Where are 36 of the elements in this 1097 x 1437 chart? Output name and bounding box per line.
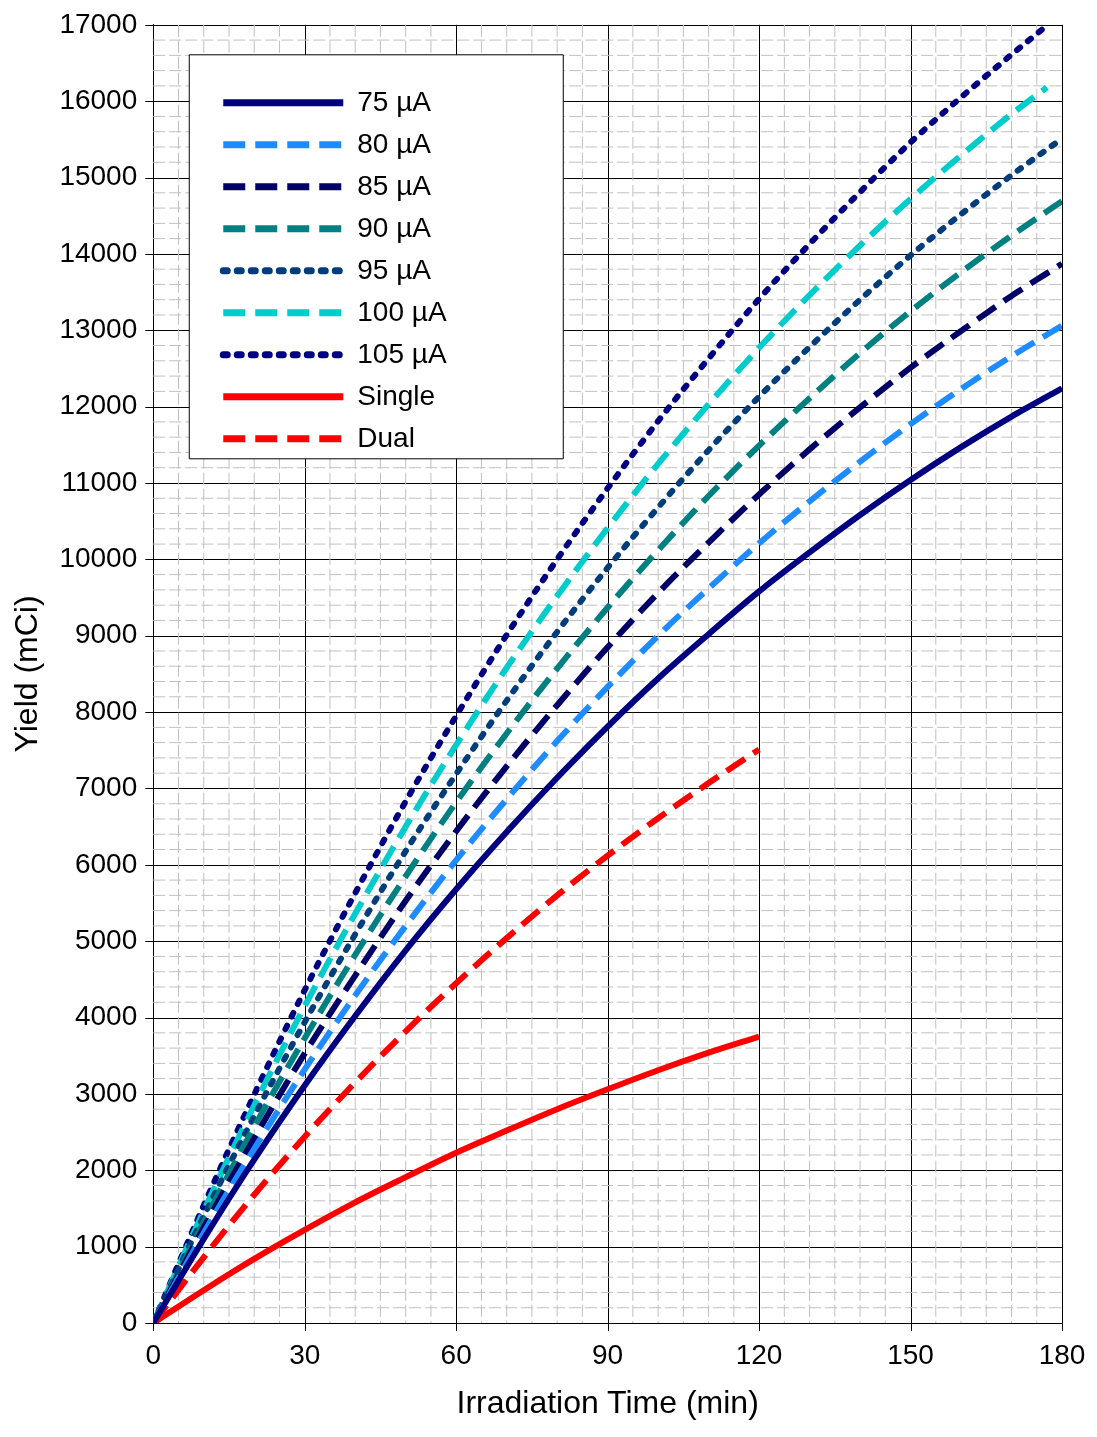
x-tick-label: 0 [145, 1338, 162, 1370]
legend-label: 75 µA [357, 85, 432, 117]
x-axis-title: Irradiation Time (min) [456, 1383, 759, 1420]
y-tick-label: 15000 [59, 160, 138, 192]
legend-label: Dual [357, 421, 415, 453]
y-tick-label: 4000 [74, 1000, 138, 1032]
y-tick-label: 8000 [74, 694, 138, 726]
legend-label: 105 µA [357, 337, 447, 369]
x-tick-label: 90 [592, 1338, 624, 1370]
y-tick-label: 2000 [74, 1152, 138, 1184]
y-tick-label: 16000 [59, 83, 138, 115]
y-tick-label: 1000 [74, 1229, 138, 1261]
x-tick-label: 30 [289, 1338, 321, 1370]
y-tick-label: 9000 [74, 618, 138, 650]
x-tick-label: 180 [1038, 1338, 1086, 1370]
x-tick-label: 150 [887, 1338, 934, 1370]
legend-label: 85 µA [357, 169, 432, 201]
y-tick-label: 7000 [74, 771, 138, 803]
x-tick-label: 120 [735, 1338, 783, 1370]
legend-label: Single [357, 379, 436, 411]
y-tick-label: 5000 [74, 923, 138, 955]
legend-label: 90 µA [357, 211, 432, 243]
y-tick-label: 13000 [59, 312, 138, 344]
y-tick-label: 11000 [61, 465, 138, 497]
legend-label: 95 µA [357, 253, 432, 285]
y-tick-label: 10000 [59, 542, 138, 574]
y-tick-label: 12000 [59, 389, 138, 421]
y-tick-label: 17000 [59, 7, 138, 39]
y-axis-title: Yield (mCi) [8, 595, 45, 753]
y-tick-label: 0 [121, 1305, 138, 1337]
y-tick-label: 3000 [74, 1076, 138, 1108]
x-tick-label: 60 [440, 1338, 472, 1370]
legend-label: 100 µA [357, 295, 447, 327]
y-tick-label: 14000 [59, 236, 138, 268]
legend-label: 80 µA [357, 127, 432, 159]
y-tick-label: 6000 [74, 847, 138, 879]
